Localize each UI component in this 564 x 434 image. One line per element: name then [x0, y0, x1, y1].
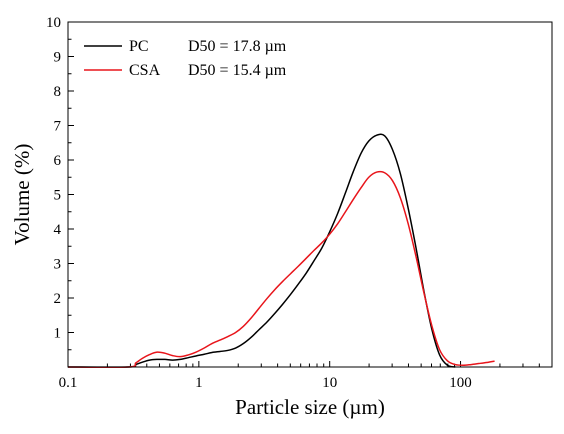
legend-label-pc: PC: [129, 38, 149, 55]
y-tick-label: 10: [46, 15, 61, 31]
x-axis-label: Particle size (µm): [235, 395, 385, 419]
x-tick-label: 0.1: [59, 375, 78, 391]
y-axis-ticks: 1 2 3 4 5 6 7 8 9 10: [46, 15, 74, 351]
y-tick-label: 8: [54, 84, 62, 100]
x-tick-label: 10: [322, 375, 337, 391]
y-axis-label: Volume (%): [10, 144, 34, 246]
y-tick-label: 3: [54, 257, 62, 273]
x-tick-label: 1: [195, 375, 203, 391]
legend-annotation-csa: D50 = 15.4 µm: [188, 62, 287, 79]
y-tick-label: 6: [54, 153, 62, 169]
y-tick-label: 9: [54, 50, 62, 66]
legend: PC D50 = 17.8 µm CSA D50 = 15.4 µm: [84, 38, 287, 79]
y-tick-label: 7: [54, 119, 62, 135]
series-line-pc: [67, 133, 456, 368]
series-layer: [67, 133, 495, 369]
x-tick-label: 100: [449, 375, 472, 391]
y-tick-label: 1: [54, 326, 62, 342]
legend-annotation-pc: D50 = 17.8 µm: [188, 38, 287, 55]
y-tick-label: 4: [54, 222, 62, 238]
series-line-csa: [67, 170, 495, 369]
y-tick-label: 2: [54, 291, 62, 307]
y-tick-label: 5: [54, 188, 62, 204]
plot-frame: [67, 21, 553, 368]
legend-label-csa: CSA: [129, 62, 161, 79]
